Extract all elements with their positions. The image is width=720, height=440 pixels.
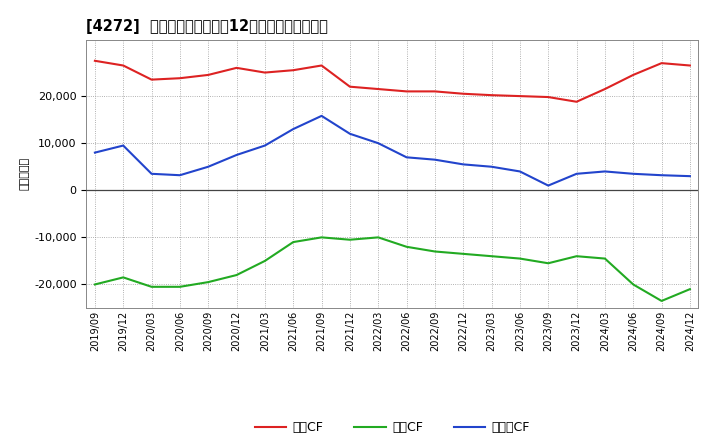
投資CF	[572, 253, 581, 259]
営業CF	[402, 89, 411, 94]
営業CF	[487, 92, 496, 98]
フリーCF	[600, 169, 609, 174]
フリーCF	[572, 171, 581, 176]
フリーCF	[289, 126, 297, 132]
営業CF	[119, 63, 127, 68]
フリーCF	[261, 143, 269, 148]
フリーCF	[176, 172, 184, 178]
営業CF	[572, 99, 581, 104]
Line: フリーCF: フリーCF	[95, 116, 690, 186]
投資CF	[685, 286, 694, 292]
営業CF	[459, 91, 467, 96]
フリーCF	[148, 171, 156, 176]
投資CF	[119, 275, 127, 280]
営業CF	[204, 72, 212, 77]
Legend: 営業CF, 投資CF, フリーCF: 営業CF, 投資CF, フリーCF	[250, 416, 535, 439]
営業CF	[600, 86, 609, 92]
営業CF	[91, 58, 99, 63]
営業CF	[374, 86, 382, 92]
営業CF	[431, 89, 439, 94]
Text: [4272]  キャッシュフローの12か月移動合計の推移: [4272] キャッシュフローの12か月移動合計の推移	[86, 19, 328, 34]
投資CF	[318, 235, 326, 240]
営業CF	[318, 63, 326, 68]
営業CF	[289, 68, 297, 73]
投資CF	[516, 256, 524, 261]
営業CF	[629, 72, 637, 77]
投資CF	[91, 282, 99, 287]
営業CF	[148, 77, 156, 82]
営業CF	[544, 95, 552, 100]
投資CF	[459, 251, 467, 257]
Y-axis label: （百万円）: （百万円）	[20, 157, 30, 191]
フリーCF	[487, 164, 496, 169]
Line: 営業CF: 営業CF	[95, 61, 690, 102]
投資CF	[431, 249, 439, 254]
投資CF	[204, 279, 212, 285]
営業CF	[685, 63, 694, 68]
投資CF	[176, 284, 184, 290]
営業CF	[176, 76, 184, 81]
投資CF	[261, 258, 269, 264]
フリーCF	[119, 143, 127, 148]
フリーCF	[459, 162, 467, 167]
フリーCF	[233, 152, 241, 158]
投資CF	[487, 253, 496, 259]
投資CF	[346, 237, 354, 242]
フリーCF	[685, 173, 694, 179]
フリーCF	[204, 164, 212, 169]
Line: 投資CF: 投資CF	[95, 237, 690, 301]
投資CF	[148, 284, 156, 290]
営業CF	[516, 93, 524, 99]
投資CF	[657, 298, 666, 304]
投資CF	[600, 256, 609, 261]
フリーCF	[318, 113, 326, 118]
フリーCF	[657, 172, 666, 178]
投資CF	[233, 272, 241, 278]
フリーCF	[431, 157, 439, 162]
営業CF	[346, 84, 354, 89]
フリーCF	[544, 183, 552, 188]
フリーCF	[402, 155, 411, 160]
営業CF	[657, 61, 666, 66]
投資CF	[374, 235, 382, 240]
フリーCF	[374, 140, 382, 146]
投資CF	[544, 260, 552, 266]
フリーCF	[91, 150, 99, 155]
投資CF	[629, 282, 637, 287]
投資CF	[402, 244, 411, 249]
フリーCF	[516, 169, 524, 174]
フリーCF	[346, 131, 354, 136]
フリーCF	[629, 171, 637, 176]
営業CF	[233, 65, 241, 70]
営業CF	[261, 70, 269, 75]
投資CF	[289, 239, 297, 245]
